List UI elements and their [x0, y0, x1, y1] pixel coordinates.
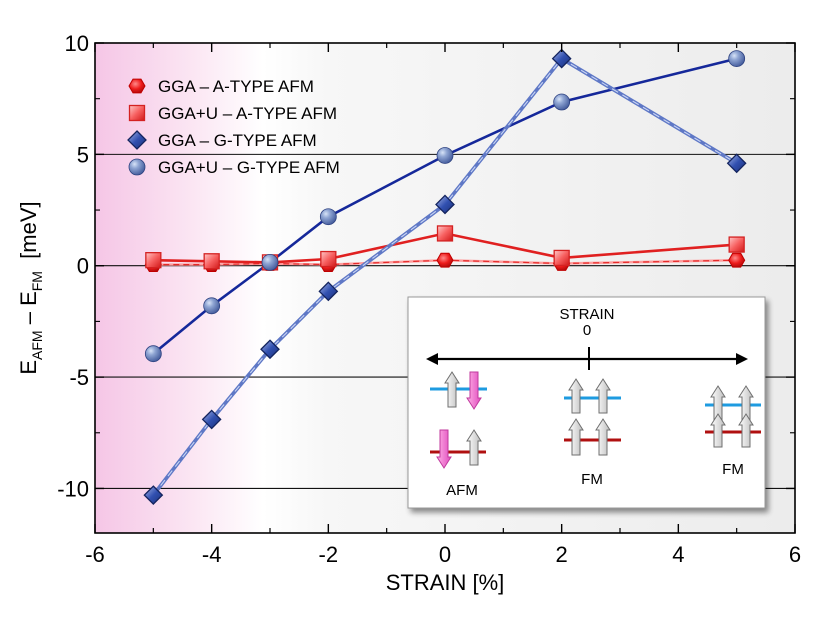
gga-u-g-type-afm-point [144, 345, 162, 363]
legend-marker-gga-g-type-afm [127, 130, 147, 150]
x-tick-label: 4 [672, 542, 684, 567]
inset-afm-label: AFM [446, 482, 478, 499]
inset-axis-arrow-right [736, 353, 748, 365]
legend-label-gga-a-type-afm: GGA – A-TYPE AFM [158, 77, 314, 96]
gga-u-a-type-afm-point [728, 236, 745, 253]
gga-g-type-afm-point [551, 48, 572, 69]
inset-fm-label-mid: FM [581, 471, 603, 488]
gga-g-type-afm-point [201, 409, 222, 430]
legend-label-gga-g-type-afm: GGA – G-TYPE AFM [158, 131, 317, 150]
inset-axis-arrow-left [426, 353, 438, 365]
y-tick-label: 10 [65, 31, 89, 56]
x-tick-label: -6 [85, 542, 105, 567]
gga-u-g-type-afm-point [553, 93, 571, 111]
legend-marker-gga-u-g-type-afm [128, 158, 146, 176]
gga-a-type-afm-point [436, 252, 454, 268]
y-axis-title: EAFM – EFM [meV] [16, 201, 45, 374]
y-tick-label: -10 [57, 476, 89, 501]
fm-spin-up-arrow [595, 378, 611, 414]
y-tick-label: 0 [77, 254, 89, 279]
series-layer [143, 48, 747, 506]
legend: GGA – A-TYPE AFM GGA+U – A-TYPE AFM GGA – … [127, 77, 340, 177]
fm-spin-up-arrow-lower [738, 413, 754, 448]
x-axis-title: STRAIN [%] [386, 570, 505, 595]
fm-spin-up-arrow-lower [710, 413, 726, 448]
legend-label-gga-u-a-type-afm: GGA+U – A-TYPE AFM [158, 104, 337, 123]
inset-diagram: STRAIN 0 AFM FM FM [407, 296, 766, 509]
gga-u-g-type-afm-point [436, 147, 454, 164]
x-tick-label: 2 [556, 542, 568, 567]
x-tick-label: -2 [319, 542, 339, 567]
gga-u-a-type-afm-point [145, 252, 162, 269]
gga-u-g-type-afm-point [203, 297, 221, 315]
legend-marker-gga-a-type-afm [128, 78, 146, 94]
inset-fm-label-right: FM [722, 461, 744, 478]
gga-a-type-afm-point [728, 252, 746, 268]
gga-u-a-type-afm-point [436, 225, 454, 242]
fm-spin-up-arrow-lower [568, 418, 584, 456]
gga-u-a-type-afm-point [553, 249, 570, 267]
gga-u-a-type-afm-point [320, 250, 337, 268]
legend-label-gga-u-g-type-afm: GGA+U – G-TYPE AFM [158, 158, 340, 177]
x-tick-label: 0 [439, 542, 451, 567]
gga-g-type-afm-point [260, 339, 280, 360]
afm-spin-down-arrow [466, 371, 482, 410]
legend-marker-gga-u-a-type-afm [128, 104, 146, 122]
inset-box [407, 296, 766, 509]
gga-u-g-type-afm-point [261, 253, 279, 271]
gga-u-g-type-afm-point [319, 208, 337, 226]
inset-zero-label: 0 [583, 322, 591, 339]
gga-u-g-type-afm-point [728, 50, 746, 67]
y-tick-label: 5 [77, 142, 89, 167]
gga-g-type-afm-point [726, 153, 747, 174]
afm-spin-up-arrow-lower [466, 429, 482, 466]
fm-spin-up-arrow-lower [595, 418, 611, 456]
gga-g-type-afm-point [435, 194, 455, 215]
axis-ticks: -6 -4 -2 0 2 4 6 -10 -5 0 5 10 [57, 31, 801, 567]
spin-arrows [436, 371, 754, 469]
y-tick-label: -5 [69, 365, 89, 390]
x-tick-label: -4 [202, 542, 222, 567]
gga-u-a-type-afm-point [203, 253, 220, 270]
gga-g-type-afm-point [143, 485, 164, 506]
afm-spin-up-arrow [444, 371, 460, 408]
gga-g-type-afm-point [318, 281, 339, 302]
afm-spin-down-arrow-lower [436, 429, 452, 469]
fm-spin-up-arrow [568, 378, 584, 414]
x-tick-label: 6 [789, 542, 801, 567]
inset-strain-label: STRAIN [559, 306, 614, 323]
